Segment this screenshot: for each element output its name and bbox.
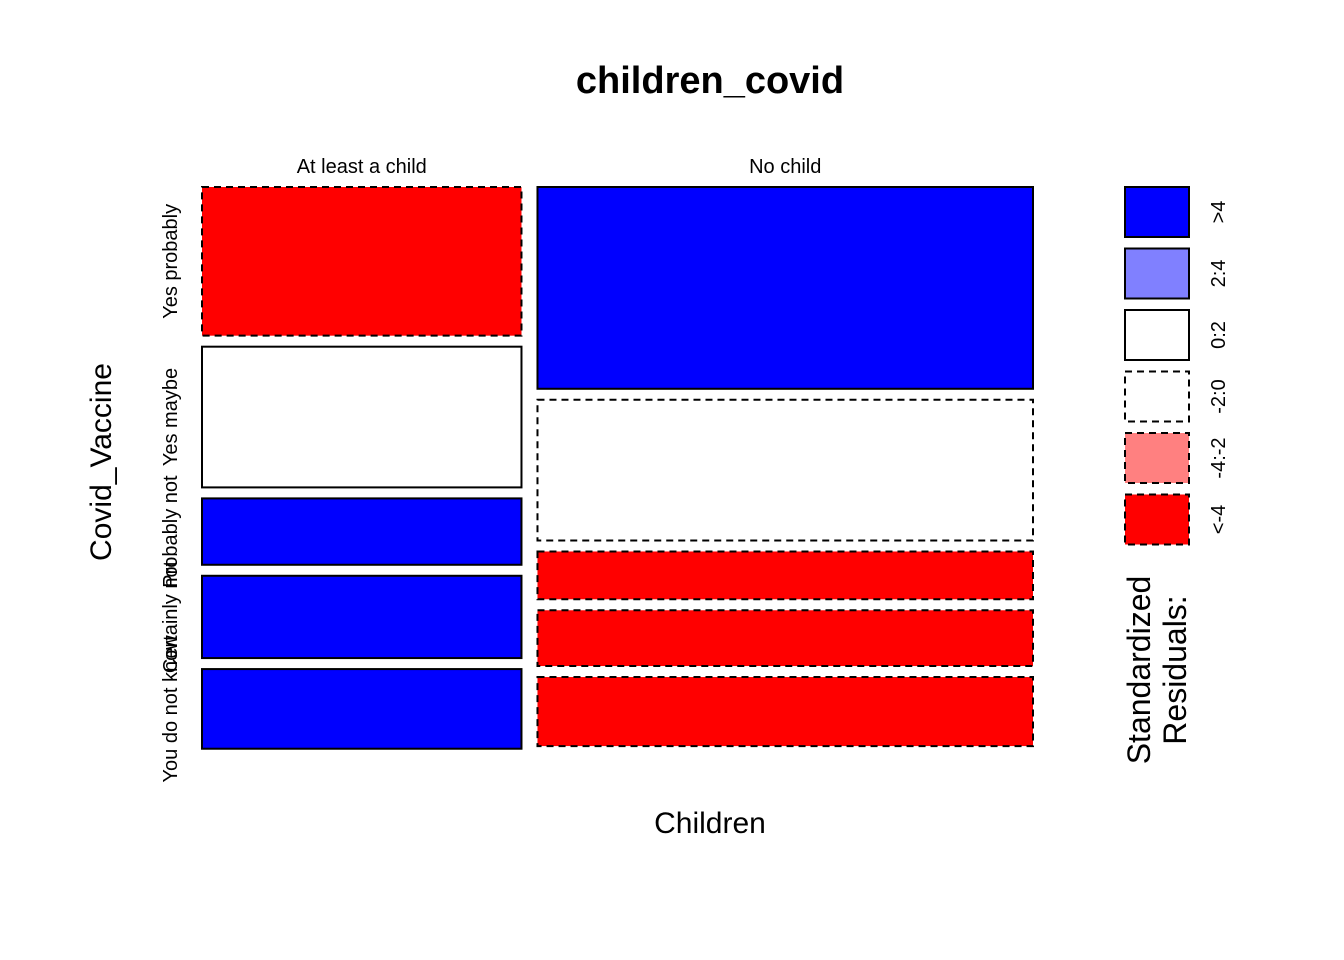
chart-title: children_covid — [576, 60, 844, 102]
tile-no-child-certainly-not — [536, 609, 1034, 668]
legend-swatch-4 — [1124, 493, 1190, 546]
x-axis-label: Children — [654, 807, 766, 840]
tile-at-least-a-child-yes-maybe — [201, 345, 523, 489]
legend-swatch-0-2 — [1124, 309, 1190, 361]
legend-swatch-4-2 — [1124, 432, 1190, 484]
legend-swatch-4 — [1124, 186, 1190, 238]
row-label-certainly-not: Certainly not — [160, 560, 182, 673]
y-axis-label: Covid_Vaccine — [85, 363, 118, 561]
tile-no-child-probably-not — [536, 550, 1034, 601]
residual-legend: >4 2:4 0:2 -2:0 -4:-2 <-4 — [1124, 186, 1230, 546]
row-label-probably-not: Probably not — [160, 475, 182, 588]
legend-label: >4 — [1208, 201, 1230, 224]
legend-label: 2:4 — [1208, 260, 1230, 288]
legend-title-line1: Standardized — [1121, 576, 1157, 765]
row-label-you-do-not-know: You do not know — [160, 635, 182, 783]
legend-swatch-2-0 — [1124, 370, 1190, 423]
legend-label: -4:-2 — [1208, 437, 1230, 478]
legend-label: 0:2 — [1208, 321, 1230, 349]
row-labels: Yes probably Yes maybe Probably notCertain… — [160, 204, 182, 783]
tile-no-child-yes-maybe — [536, 398, 1034, 542]
legend-label: -2:0 — [1208, 379, 1230, 413]
row-label-yes-maybe: Yes maybe — [160, 368, 182, 466]
legend-label: <-4 — [1208, 505, 1230, 534]
row-label-yes-probably: Yes probably — [160, 204, 182, 319]
tile-at-least-a-child-yes-probably — [201, 186, 523, 337]
column-label-no-child: No child — [749, 156, 821, 178]
tile-at-least-a-child-certainly-not — [201, 574, 523, 660]
column-label-at-least-a-child: At least a child — [297, 156, 427, 178]
column-labels: At least a child No child — [297, 156, 822, 178]
legend-title-line2: Residuals: — [1157, 595, 1193, 744]
legend-swatch-2-4 — [1124, 247, 1190, 300]
tile-at-least-a-child-probably-not — [201, 497, 523, 566]
tile-no-child-you-do-not-know — [536, 676, 1034, 748]
tile-at-least-a-child-you-do-not-know — [201, 668, 523, 750]
tile-no-child-yes-probably — [536, 186, 1034, 390]
mosaic-tiles — [201, 186, 1034, 750]
